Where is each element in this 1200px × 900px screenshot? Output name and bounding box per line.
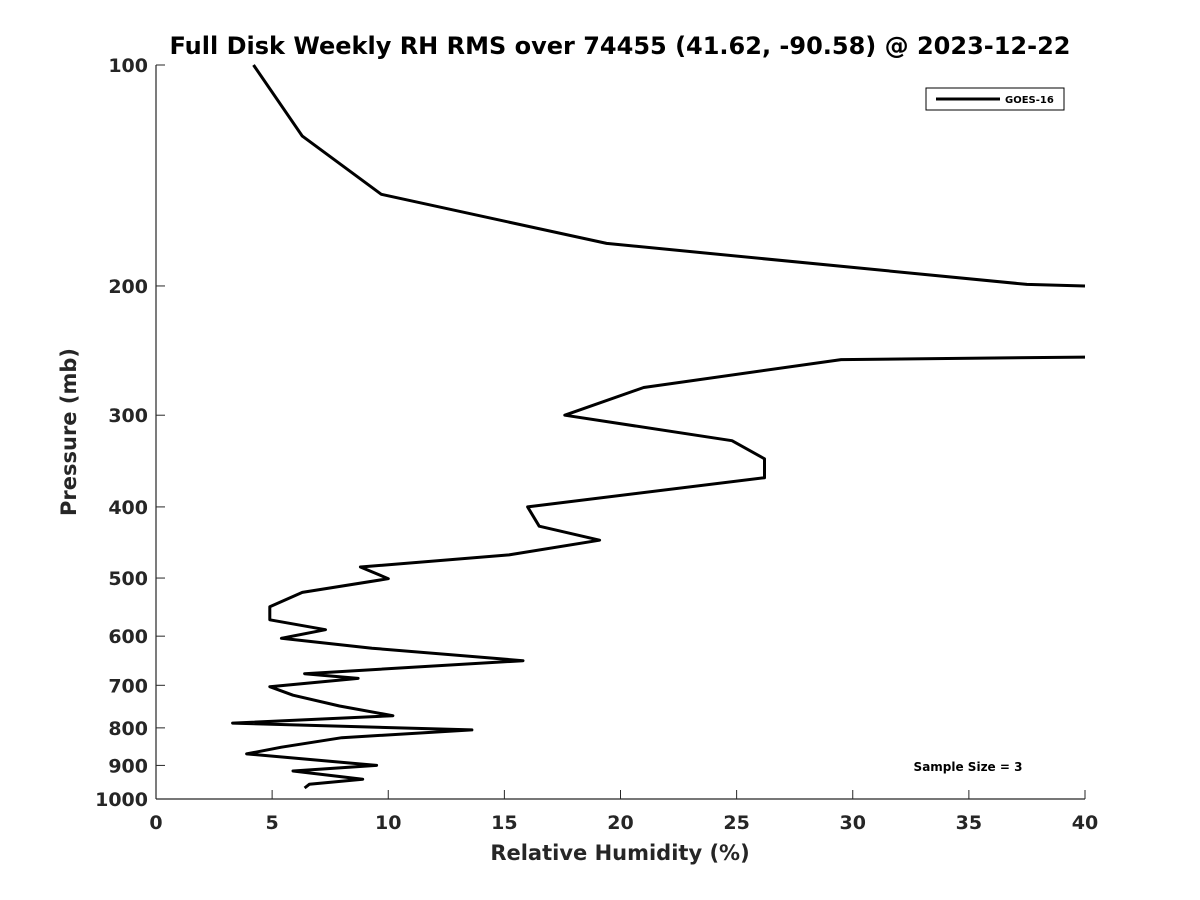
y-tick-label: 900 (108, 755, 148, 777)
y-axis-label: Pressure (mb) (57, 348, 81, 516)
series-group (231, 64, 1086, 790)
x-tick-label: 5 (266, 812, 279, 834)
y-ticks: 100 200 300 400 500 600 700 800 900 1000 (95, 55, 165, 811)
y-tick-label: 700 (108, 675, 148, 697)
series-line-goes-16-segment-2 (231, 355, 1086, 790)
series-line-goes-16-segment-1 (252, 64, 1086, 288)
y-tick-label: 200 (108, 276, 148, 298)
x-tick-label: 10 (375, 812, 401, 834)
chart-title: Full Disk Weekly RH RMS over 74455 (41.6… (169, 32, 1070, 60)
legend: GOES-16 (925, 87, 1065, 111)
x-tick-label: 40 (1072, 812, 1098, 834)
y-tick-label: 800 (108, 718, 148, 740)
y-tick-label: 300 (108, 405, 148, 427)
y-tick-label: 600 (108, 626, 148, 648)
y-tick-label: 500 (108, 568, 148, 590)
x-axis-label: Relative Humidity (%) (490, 841, 749, 865)
x-ticks: 0 5 10 15 20 25 30 35 40 (149, 790, 1098, 834)
x-tick-label: 0 (149, 812, 162, 834)
x-tick-label: 35 (956, 812, 982, 834)
y-tick-label: 400 (108, 497, 148, 519)
x-tick-label: 30 (840, 812, 866, 834)
y-tick-label: 1000 (95, 789, 148, 811)
sample-size-annotation: Sample Size = 3 (914, 760, 1023, 774)
x-tick-label: 15 (491, 812, 517, 834)
y-tick-label: 100 (108, 55, 148, 77)
x-tick-label: 20 (607, 812, 633, 834)
x-tick-label: 25 (723, 812, 749, 834)
legend-label-goes-16: GOES-16 (1005, 95, 1054, 106)
